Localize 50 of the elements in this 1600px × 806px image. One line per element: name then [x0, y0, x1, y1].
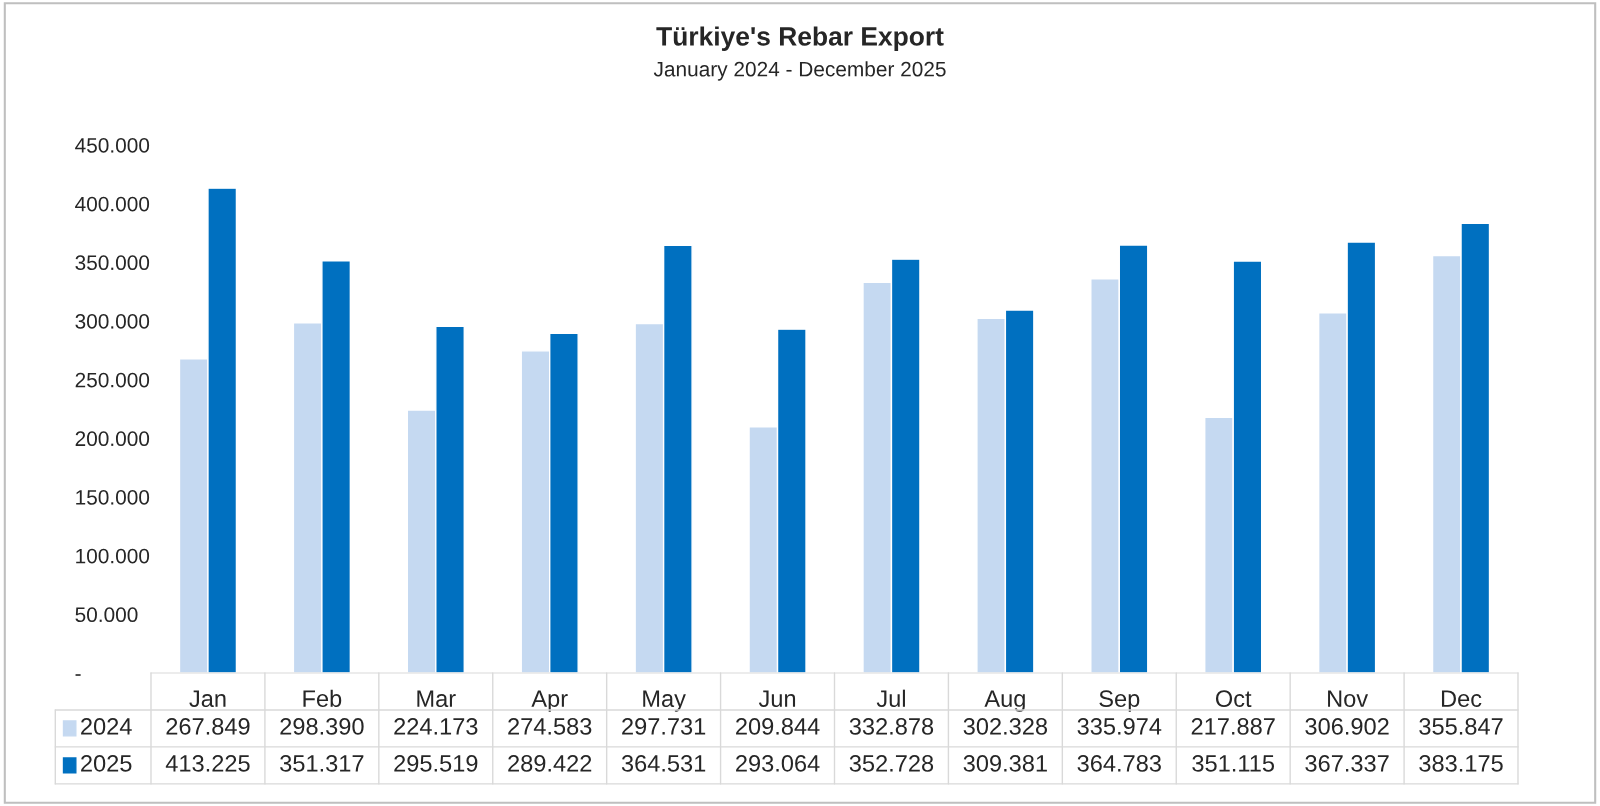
data-label: 332.878	[849, 718, 934, 735]
x-tick-label: May	[643, 690, 686, 712]
data-label: 355.847	[1419, 718, 1503, 735]
x-tick-label: Apr	[531, 690, 568, 712]
data-label: 335.974	[1077, 718, 1162, 735]
data-label: 209.844	[736, 718, 820, 735]
x-tick-label: Oct	[1215, 690, 1252, 708]
data-label: 364.531	[621, 755, 706, 772]
x-tick-label: Nov	[1328, 690, 1369, 708]
y-tick-label: 50.000	[75, 607, 138, 623]
data-label: 293.064	[736, 755, 820, 772]
x-tick-label: Feb	[303, 689, 342, 708]
data-label: 351.317	[280, 755, 364, 772]
y-tick-label: 300.000	[75, 314, 150, 329]
x-tick-label: Jan	[189, 690, 226, 708]
legend-label: 2025	[81, 755, 132, 772]
data-label: 224.173	[394, 718, 478, 735]
data-label: 413.225	[165, 755, 250, 772]
data-label: 383.175	[1419, 755, 1503, 772]
data-label: 302.328	[963, 718, 1048, 735]
data-label: 297.731	[622, 718, 706, 735]
chart-title: Türkiye's Rebar Export	[656, 26, 944, 51]
data-label: 267.849	[166, 718, 250, 735]
data-label: 352.728	[849, 755, 934, 772]
data-label: 309.381	[963, 755, 1047, 772]
y-tick-label: 350.000	[75, 255, 150, 271]
x-tick-label: Dec	[1441, 690, 1482, 708]
y-tick-label: 450.000	[75, 138, 150, 153]
x-tick-label: Jun	[758, 690, 796, 708]
data-label: 298.390	[280, 718, 364, 735]
x-tick-label: Jul	[876, 689, 905, 708]
x-tick-label: Aug	[984, 690, 1025, 712]
chart-subtitle: January 2024 - December 2025	[653, 61, 946, 81]
data-label: 367.337	[1305, 755, 1389, 772]
data-label: 351.115	[1192, 755, 1275, 772]
y-tick-label: -	[75, 674, 81, 676]
y-tick-label: 200.000	[75, 431, 150, 447]
data-label: 289.422	[508, 755, 592, 772]
data-label: 364.783	[1077, 755, 1161, 772]
y-tick-label: 100.000	[76, 548, 150, 564]
y-tick-label: 400.000	[75, 196, 150, 212]
x-tick-label: Mar	[417, 690, 456, 708]
data-label: 274.583	[508, 718, 592, 735]
legend-label: 2024	[81, 718, 132, 735]
data-label: 295.519	[394, 755, 478, 772]
x-tick-label: Sep	[1099, 690, 1140, 712]
y-tick-label: 150.000	[76, 490, 150, 505]
data-label: 306.902	[1305, 718, 1389, 735]
data-label: 217.887	[1191, 718, 1275, 735]
y-tick-label: 250.000	[75, 372, 150, 388]
